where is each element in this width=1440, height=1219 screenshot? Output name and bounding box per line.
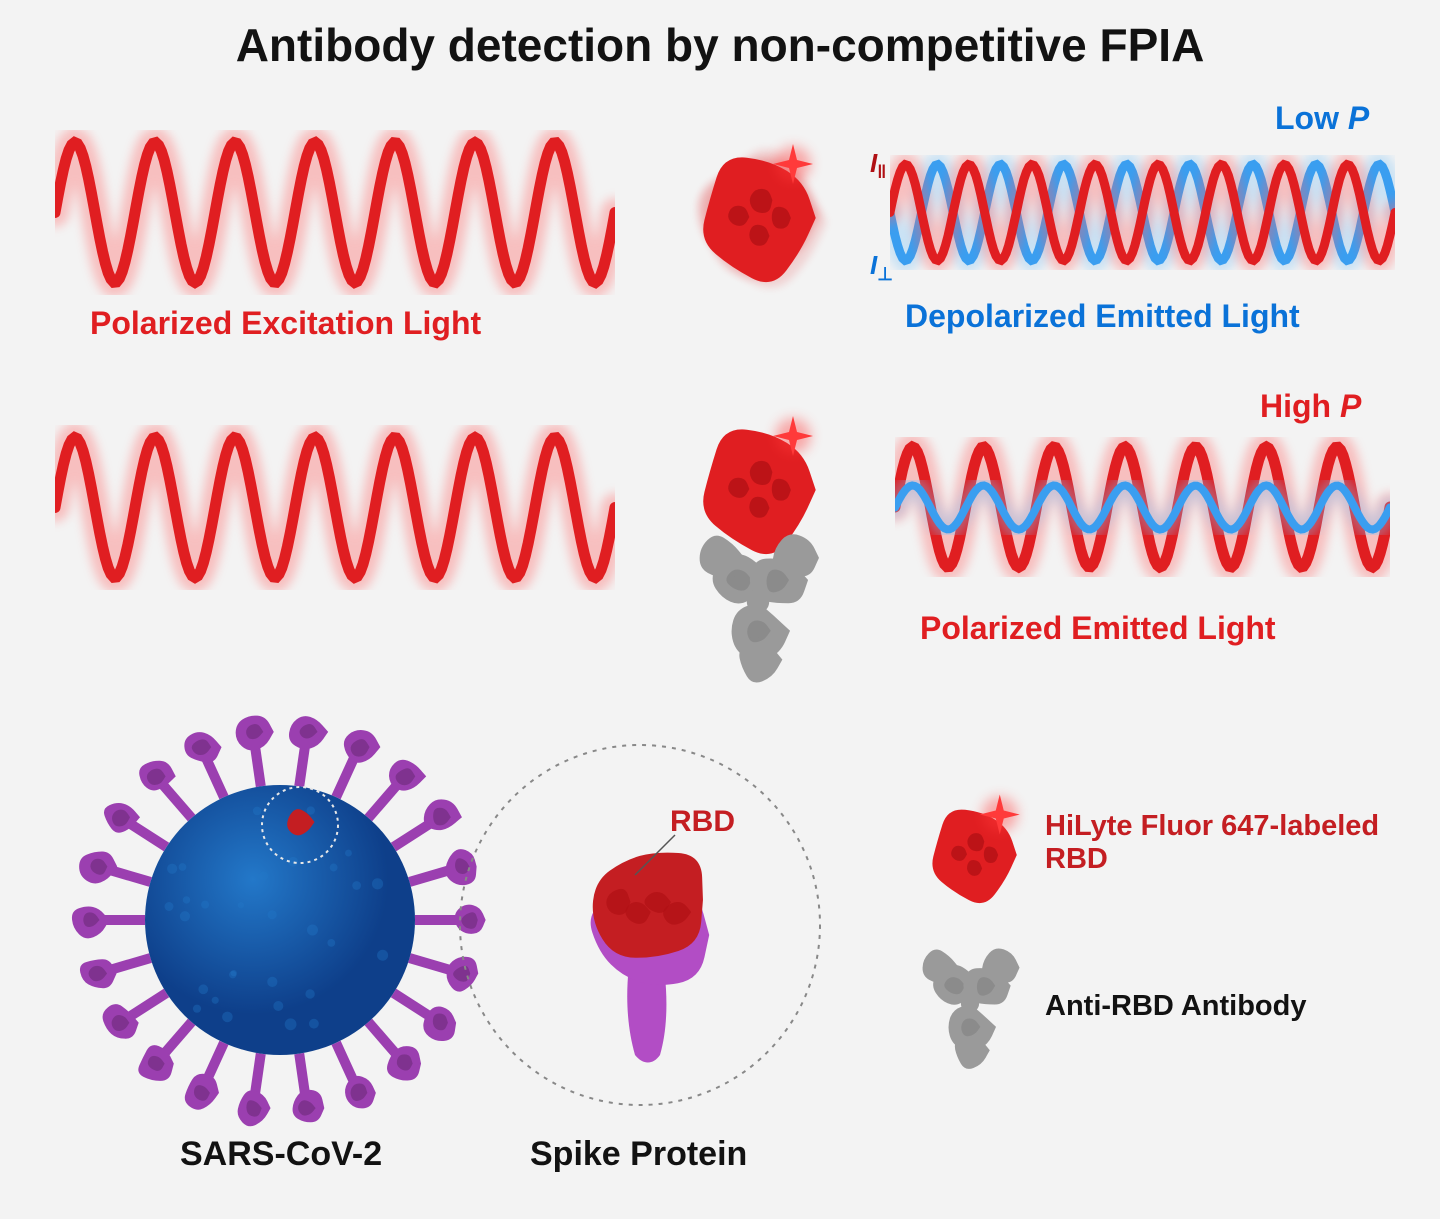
rbd-legend-icon (880, 750, 1070, 940)
label-i-perp: I⊥ (870, 250, 893, 285)
wave-emitted-red-row1 (890, 155, 1395, 270)
rbd-pointer-line (620, 830, 700, 890)
label-low-p: Low P (1275, 100, 1369, 137)
wave-excitation-row1 (55, 130, 615, 295)
label-sars: SARS-CoV-2 (180, 1135, 382, 1174)
label-depolarized-emitted: Depolarized Emitted Light (905, 298, 1300, 335)
antibody-legend-icon (905, 945, 1035, 1075)
label-polarized-excitation: Polarized Excitation Light (90, 305, 481, 342)
label-polarized-emitted: Polarized Emitted Light (920, 610, 1276, 647)
label-antirbd: Anti-RBD Antibody (1045, 990, 1306, 1023)
virus-icon (55, 695, 505, 1145)
label-hilyte: HiLyte Fluor 647-labeled RBD (1045, 810, 1379, 876)
label-i-parallel: I‖ (870, 148, 886, 183)
rbd-free (650, 98, 870, 318)
wave-emitted-blue-row2 (895, 480, 1390, 535)
antibody-bound-icon (678, 530, 838, 690)
label-spike: Spike Protein (530, 1135, 747, 1174)
diagram-title: Antibody detection by non-competitive FP… (0, 18, 1440, 72)
label-high-p: High P (1260, 388, 1361, 425)
wave-excitation-row2 (55, 425, 615, 590)
